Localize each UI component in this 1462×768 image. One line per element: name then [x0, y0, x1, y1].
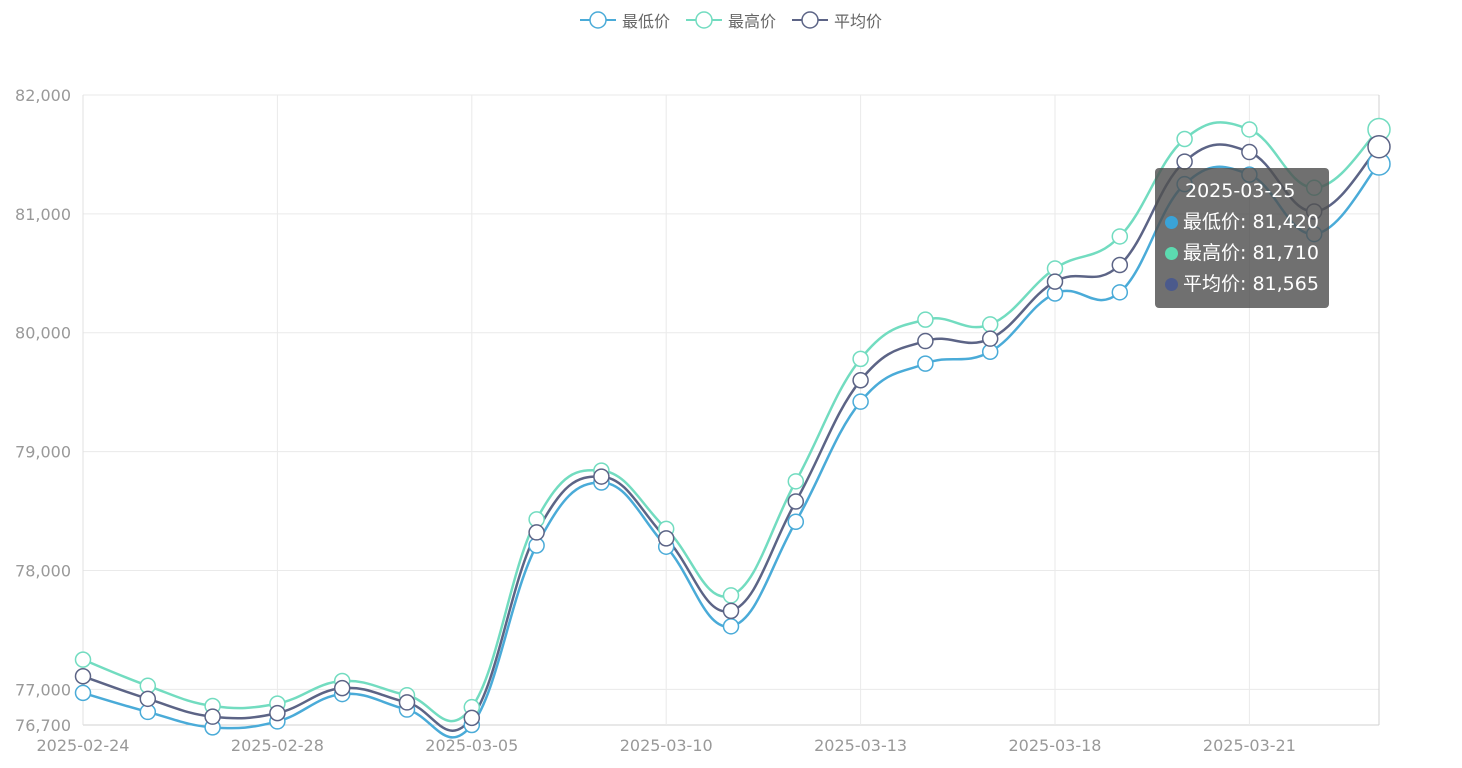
data-point: [917, 332, 934, 350]
data-point: [722, 587, 740, 604]
data-point: [1111, 228, 1129, 245]
legend-item-high[interactable]: 最高价: [685, 8, 776, 32]
x-tick-label: 2025-03-05: [425, 736, 518, 755]
data-point: [722, 602, 740, 620]
legend-low-icon: [579, 11, 616, 29]
data-point: [852, 393, 869, 410]
y-tick-label: 82,000: [15, 86, 71, 105]
tooltip-avg-dot: [1165, 278, 1178, 291]
data-point: [981, 316, 999, 333]
data-point: [74, 684, 92, 702]
x-tick-label: 2025-03-21: [1203, 736, 1296, 755]
data-point: [463, 709, 481, 727]
data-point: [1111, 284, 1129, 301]
data-point: [528, 524, 545, 541]
data-point: [333, 679, 351, 697]
tooltip: 2025-03-25 最低价: 81,420 最高价: 81,710 平均价: …: [1155, 168, 1329, 308]
tooltip-high-dot: [1165, 247, 1178, 260]
legend: 最低价 最高价 平均价: [0, 8, 1462, 32]
data-point: [1367, 134, 1391, 159]
legend-avg-label: 平均价: [834, 12, 883, 31]
tooltip-row-avg: 平均价: 81,565: [1165, 269, 1319, 300]
tooltip-low-dot: [1165, 216, 1178, 229]
data-point: [74, 651, 92, 668]
data-point: [398, 694, 416, 711]
y-tick-label: 79,000: [15, 443, 71, 462]
legend-item-low[interactable]: 最低价: [579, 8, 670, 32]
tooltip-row-low: 最低价: 81,420: [1165, 207, 1319, 238]
data-point: [269, 704, 286, 722]
legend-item-avg[interactable]: 平均价: [792, 8, 882, 32]
data-point: [1241, 121, 1258, 138]
data-point: [1046, 273, 1064, 290]
y-tick-label: 81,000: [15, 205, 71, 224]
data-point: [657, 530, 675, 547]
data-point: [981, 330, 999, 347]
legend-high-icon: [685, 11, 722, 29]
data-point: [204, 708, 221, 725]
tooltip-date: 2025-03-25: [1185, 180, 1296, 202]
data-point: [139, 690, 157, 708]
x-tick-label: 2025-02-28: [231, 736, 324, 755]
data-point: [593, 468, 610, 485]
data-point: [787, 513, 805, 530]
y-tick-label: 77,000: [15, 680, 71, 699]
x-tick-label: 2025-03-10: [620, 736, 713, 755]
tooltip-high-text: 最高价: 81,710: [1183, 242, 1319, 264]
data-point: [917, 355, 934, 372]
data-point: [852, 372, 869, 389]
data-point: [722, 618, 740, 635]
tooltip-row-high: 最高价: 81,710: [1165, 238, 1319, 269]
tooltip-low-text: 最低价: 81,420: [1183, 211, 1319, 233]
x-tick-label: 2025-02-24: [37, 736, 130, 755]
legend-low-label: 最低价: [621, 12, 670, 31]
x-tick-label: 2025-03-13: [814, 736, 907, 755]
data-point: [1111, 256, 1129, 274]
data-point: [1176, 153, 1193, 170]
data-point: [74, 668, 92, 685]
data-point: [1176, 130, 1193, 148]
data-point: [852, 350, 869, 368]
data-point: [787, 473, 805, 490]
data-point: [1241, 143, 1258, 161]
y-tick-label: 76,700: [15, 716, 71, 735]
legend-high-label: 最高价: [727, 12, 776, 31]
tooltip-avg-text: 平均价: 81,565: [1183, 273, 1319, 295]
y-tick-label: 78,000: [15, 561, 71, 580]
legend-avg-icon: [792, 11, 828, 29]
y-tick-label: 80,000: [15, 324, 71, 343]
x-tick-label: 2025-03-18: [1009, 736, 1102, 755]
data-point: [787, 493, 805, 510]
data-point: [917, 311, 934, 328]
